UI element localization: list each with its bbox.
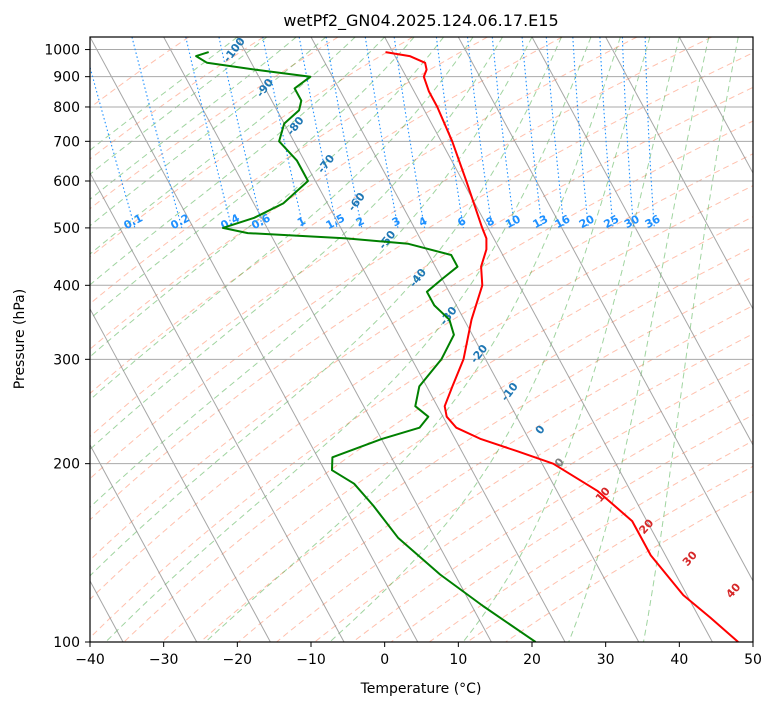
x-tick-label: 50 [744, 652, 762, 668]
x-tick-label: 30 [597, 652, 615, 668]
x-tick-label: 40 [670, 652, 688, 668]
dry-adiabat [90, 37, 638, 395]
dry-adiabat [390, 414, 753, 642]
y-tick-label: 1000 [44, 43, 80, 59]
plot-frame [89, 36, 754, 643]
mixing-ratio-label: 10 [503, 212, 523, 231]
isotherm [457, 37, 753, 583]
y-tick-label: 300 [53, 352, 80, 368]
dry-adiabat [90, 37, 339, 210]
moist-adiabat [643, 37, 739, 642]
mixing-ratio-line [491, 37, 516, 228]
x-tick-label: −40 [75, 652, 105, 668]
y-tick-label: 700 [53, 134, 80, 150]
isotherm [90, 307, 271, 642]
moist-adiabat [90, 37, 297, 200]
dry-adiabat [199, 276, 753, 642]
x-tick-label: 20 [523, 652, 541, 668]
mixing-ratio-label: 30 [622, 212, 642, 231]
mixing-ratio-label: 20 [577, 212, 597, 231]
dry-adiabat [90, 153, 753, 600]
isotherm [236, 37, 566, 642]
mixing-ratio-line [364, 37, 399, 228]
moist-adiabat [329, 37, 651, 642]
moist-adiabat [90, 37, 444, 358]
x-tick-label: −20 [223, 652, 253, 668]
moist-adiabat [90, 37, 386, 286]
moist-adiabat [90, 37, 474, 401]
x-axis-ticks: −40 −30 −20 −10 0 10 20 30 40 50 [75, 642, 762, 668]
dry-adiabat [90, 37, 414, 258]
chart-title: wetPf2_GN04.2025.124.06.17.E15 [283, 11, 558, 31]
y-axis-label: Pressure (hPa) [12, 289, 28, 389]
isotherm [90, 37, 419, 642]
y-tick-label: 400 [53, 278, 80, 294]
isotherm [605, 37, 753, 311]
temperature-line [385, 51, 739, 642]
dry-adiabat [161, 246, 753, 642]
moist-adiabat [105, 37, 592, 642]
mixing-ratio-line [393, 37, 426, 229]
y-tick-label: 600 [53, 174, 80, 190]
isotherms [90, 37, 753, 642]
moist-adiabat [90, 37, 503, 451]
dry-adiabat [90, 52, 753, 480]
x-tick-label: 0 [380, 652, 389, 668]
mixing-ratio-line [131, 37, 183, 229]
mixing-ratio-label: 36 [643, 212, 663, 231]
y-tick-label: 900 [53, 70, 80, 86]
isotherm [90, 171, 345, 642]
y-tick-label: 500 [53, 221, 80, 237]
moist-adiabat [568, 37, 710, 642]
isotherm [90, 443, 198, 642]
dry-adiabat [90, 86, 753, 521]
moist-adiabat [90, 37, 533, 508]
isotherm [163, 37, 492, 642]
moist-adiabat [205, 37, 621, 642]
mixing-ratio-line [218, 37, 264, 229]
isobars [90, 49, 753, 642]
dry-adiabat [90, 37, 563, 350]
dewpoint-line [195, 51, 537, 642]
y-tick-label: 200 [53, 457, 80, 473]
mixing-ratio-line [298, 37, 338, 229]
background-lines [90, 37, 753, 642]
mixing-ratio-line [466, 37, 493, 228]
dry-adiabat [429, 440, 753, 642]
x-axis-label: Temperature (°C) [360, 681, 482, 697]
isotherm [531, 37, 753, 447]
mixing-ratio-line [185, 37, 233, 229]
isotherm [678, 37, 753, 175]
dry-adiabat [505, 490, 753, 642]
y-axis-ticks: 100 200 300 400 500 600 700 800 900 1000 [44, 43, 90, 651]
x-tick-label: −30 [149, 652, 179, 668]
dry-adiabat [90, 120, 753, 561]
x-tick-label: 10 [449, 652, 467, 668]
mixing-ratio-lines [90, 37, 655, 229]
moist-adiabat [462, 37, 680, 642]
moist-adiabats [90, 37, 739, 642]
y-tick-label: 100 [53, 635, 80, 651]
dry-adiabat [467, 465, 753, 642]
mixing-ratio-line [325, 37, 363, 229]
mixing-ratio-label: 13 [531, 212, 551, 231]
moist-adiabat [90, 37, 562, 577]
y-tick-label: 800 [53, 100, 80, 116]
isotherm [384, 37, 713, 642]
moist-adiabat [90, 37, 327, 227]
profile-series [195, 51, 739, 642]
mixing-ratio-label: 16 [553, 212, 573, 231]
isotherm [310, 37, 640, 642]
dry-adiabat [123, 216, 753, 642]
mixing-ratio-label: 25 [602, 212, 622, 231]
x-tick-label: −10 [296, 652, 326, 668]
